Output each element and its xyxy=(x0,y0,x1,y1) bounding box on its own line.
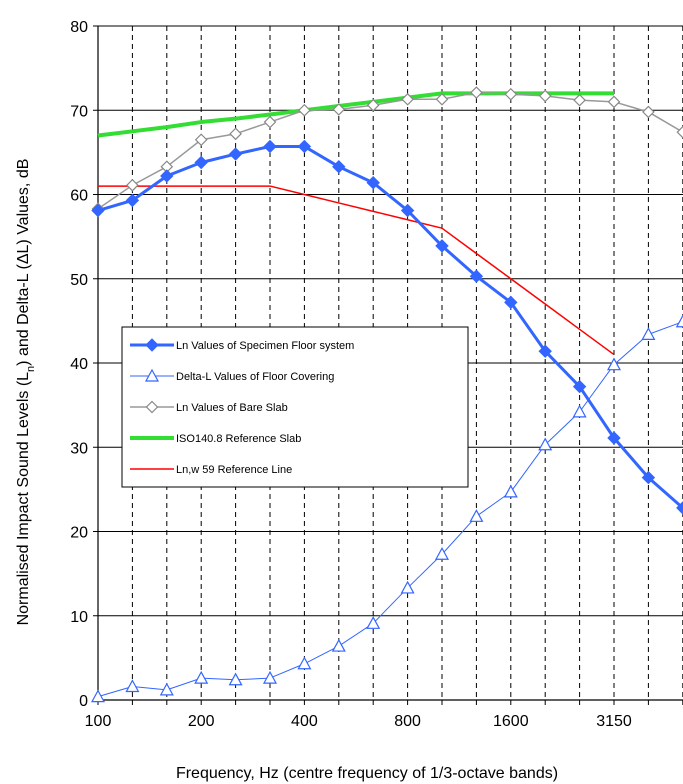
legend: Ln Values of Specimen Floor system Delta-… xyxy=(121,326,469,488)
series-1 xyxy=(90,314,683,703)
x-axis-label: Frequency, Hz (centre frequency of 1/3-o… xyxy=(176,765,558,782)
series-2-point-315 xyxy=(263,115,277,129)
series-0-point-2500 xyxy=(572,379,587,394)
series-2-point-800 xyxy=(401,92,414,106)
series-0-point-1600 xyxy=(504,295,518,310)
series-2-point-3150 xyxy=(607,95,621,109)
series-1-point-315 xyxy=(262,670,278,684)
series-0-point-315 xyxy=(263,139,277,154)
series-0-point-400 xyxy=(297,139,312,154)
legend-label-0: Ln Values of Specimen Floor system xyxy=(176,340,354,352)
y-tick-labels: 0 10 20 30 40 50 60 70 80 xyxy=(70,19,88,710)
series-0-point-1000 xyxy=(435,239,449,253)
x-tick-labels: 100 200 400 800 1600 3150 xyxy=(85,713,632,730)
series-0-point-250 xyxy=(228,147,243,161)
ytick-30: 30 xyxy=(70,440,88,457)
series-2-point-200 xyxy=(194,133,208,147)
series-2-point-500 xyxy=(332,103,346,116)
series-2-point-1250 xyxy=(470,86,483,99)
series-2-point-250 xyxy=(229,127,242,141)
series-1-point-2000 xyxy=(538,437,553,451)
series-0-point-3150 xyxy=(607,431,621,445)
ytick-80: 80 xyxy=(70,19,88,36)
series-0-point-200 xyxy=(194,155,208,170)
axes xyxy=(97,26,683,705)
series-1-line xyxy=(97,321,683,698)
series-2-point-400 xyxy=(298,103,311,117)
xtick-1600: 1600 xyxy=(493,713,529,730)
series-0-point-2000 xyxy=(538,344,552,358)
series-0 xyxy=(91,139,683,515)
series-0-point-125 xyxy=(125,193,140,208)
legend-marker-0 xyxy=(145,338,159,352)
y-axis-label-main: Normalised Impact Sound Levels (L xyxy=(15,372,32,626)
series-1-point-630 xyxy=(366,616,381,629)
series-2-point-2000 xyxy=(538,89,552,103)
ytick-70: 70 xyxy=(70,103,88,120)
series-4-line xyxy=(98,185,615,356)
data-series xyxy=(90,86,683,703)
series-2-point-4000 xyxy=(642,105,655,119)
ytick-0: 0 xyxy=(79,693,88,710)
xtick-400: 400 xyxy=(291,713,318,730)
series-0-point-4000 xyxy=(641,470,656,485)
series-1-point-160 xyxy=(159,682,174,696)
y-axis-label-rest: ) and Delta-L (ΔL) Values, dB xyxy=(15,159,32,366)
xtick-200: 200 xyxy=(188,713,215,730)
series-1-point-500 xyxy=(331,638,346,652)
ytick-50: 50 xyxy=(70,272,88,289)
ytick-60: 60 xyxy=(70,188,88,205)
series-2-point-1600 xyxy=(504,87,518,101)
ytick-40: 40 xyxy=(70,356,88,373)
series-0-point-630 xyxy=(366,175,380,190)
series-1-point-200 xyxy=(194,670,209,684)
series-1-point-3150 xyxy=(606,357,622,371)
xtick-800: 800 xyxy=(394,713,421,730)
series-1-point-1250 xyxy=(469,509,484,522)
series-0-point-800 xyxy=(400,203,415,218)
series-1-point-2500 xyxy=(572,404,587,418)
legend-label-1: Delta-L Values of Floor Covering xyxy=(176,371,334,383)
legend-label-4: Ln,w 59 Reference Line xyxy=(176,464,292,476)
y-axis-label: Normalised Impact Sound Levels (Ln) and … xyxy=(15,159,37,626)
legend-label-3: ISO140.8 Reference Slab xyxy=(176,433,301,445)
xtick-3150: 3150 xyxy=(596,713,632,730)
series-2-point-1000 xyxy=(435,92,449,106)
series-3 xyxy=(97,91,614,138)
series-0-point-500 xyxy=(332,159,346,174)
series-2-point-2500 xyxy=(573,93,586,107)
series-3-line xyxy=(97,91,614,138)
series-4 xyxy=(98,185,615,356)
series-1-point-100 xyxy=(90,689,106,703)
series-1-point-400 xyxy=(297,656,312,670)
series-0-line xyxy=(97,144,683,510)
legend-box xyxy=(121,326,469,488)
series-2-point-630 xyxy=(366,98,380,112)
series-1-point-4000 xyxy=(641,327,656,340)
legend-label-2: Ln Values of Bare Slab xyxy=(176,402,288,414)
xtick-100: 100 xyxy=(85,713,112,730)
y-axis-label-subscript: n xyxy=(25,366,37,372)
series-1-point-250 xyxy=(228,672,243,686)
series-2-point-125 xyxy=(126,178,139,192)
ytick-20: 20 xyxy=(70,525,88,542)
series-0-point-1250 xyxy=(469,269,484,283)
series-1-point-1600 xyxy=(503,484,518,498)
ytick-10: 10 xyxy=(70,609,88,626)
series-1-point-800 xyxy=(400,580,415,594)
series-1-point-1000 xyxy=(434,546,450,560)
series-0-point-160 xyxy=(160,169,174,183)
legend-marker-2 xyxy=(145,400,159,414)
series-0-point-100 xyxy=(91,203,105,218)
legend-marker-1 xyxy=(144,368,160,382)
series-1-point-125 xyxy=(125,679,140,693)
